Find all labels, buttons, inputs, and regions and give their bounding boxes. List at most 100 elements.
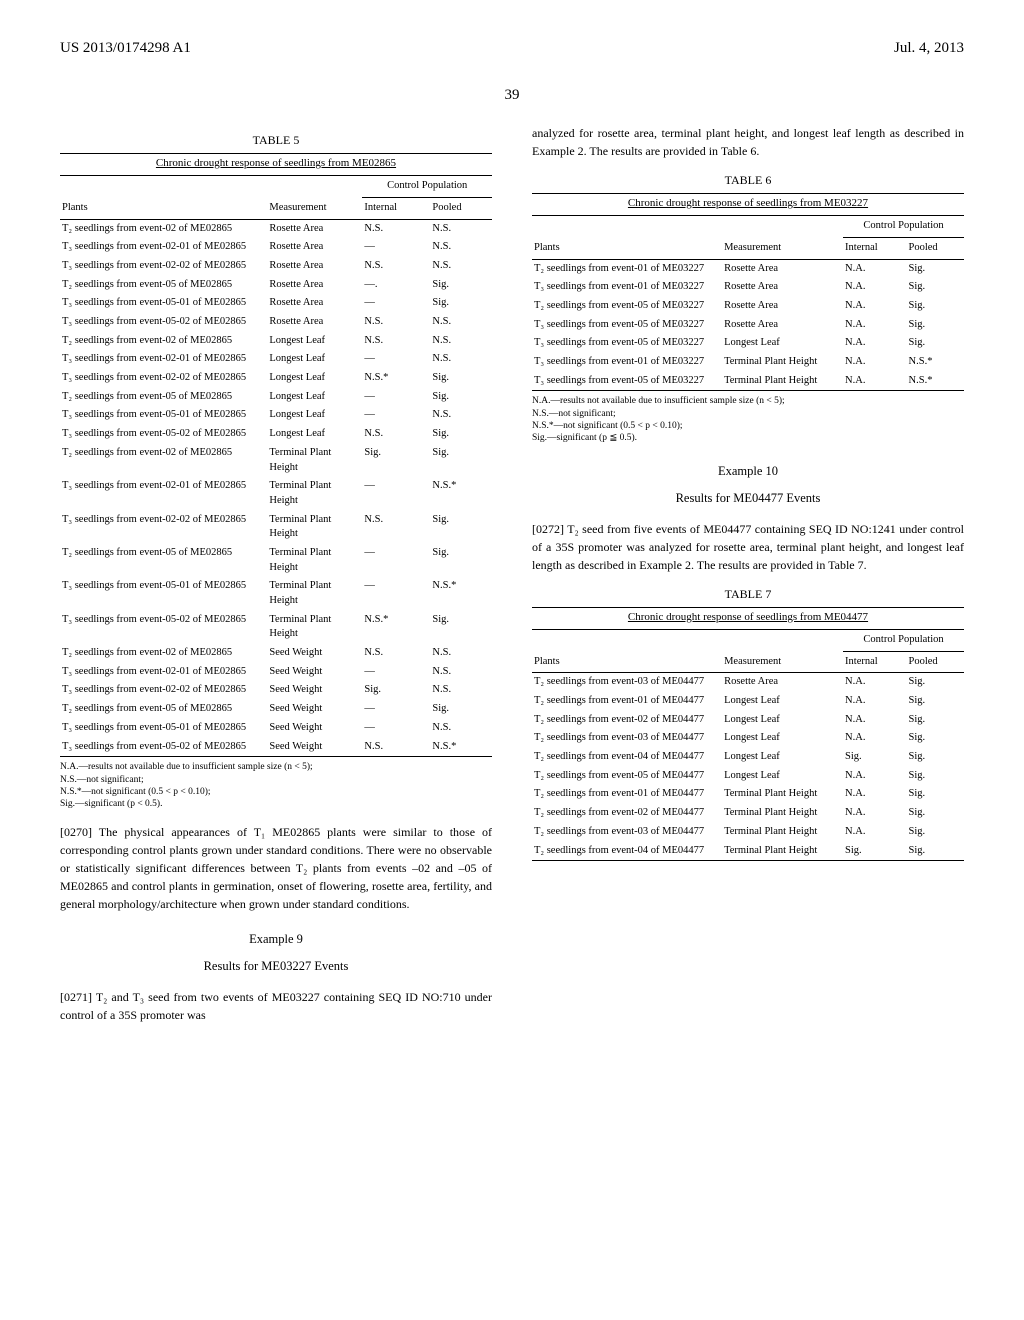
table6-caption: Chronic drought response of seedlings fr…: [532, 196, 964, 211]
table-row: T₂ seedlings from event-01 of ME04477Ter…: [532, 785, 964, 804]
cell: —: [362, 350, 430, 369]
table-row: T₂ seedlings from event-05 of ME04477Lon…: [532, 767, 964, 786]
cell: Sig.: [907, 297, 964, 316]
cell: Terminal Plant Height: [267, 544, 362, 577]
col-internal: Internal: [843, 237, 906, 259]
cell: N.S.: [430, 332, 492, 351]
table7-body: T₂ seedlings from event-03 of ME04477Ros…: [532, 673, 964, 861]
table-row: T₃ seedlings from event-05 of ME03227Ros…: [532, 316, 964, 335]
table-row: T₂ seedlings from event-03 of ME04477Ter…: [532, 823, 964, 842]
table5: Control Population Plants Measurement In…: [60, 175, 492, 757]
cell: Sig.: [907, 278, 964, 297]
cell: —: [362, 294, 430, 313]
cell: Sig.: [430, 544, 492, 577]
cell: Sig.: [907, 842, 964, 861]
cell: T₂ seedlings from event-04 of ME04477: [532, 842, 722, 861]
cell: Rosette Area: [267, 219, 362, 238]
table-row: T₂ seedlings from event-03 of ME04477Ros…: [532, 673, 964, 692]
col-measurement: Measurement: [267, 197, 362, 219]
fn: Sig.—significant (p ≦ 0.5).: [532, 432, 964, 444]
table-row: T₂ seedlings from event-02 of ME02865See…: [60, 644, 492, 663]
cell: N.A.: [843, 259, 906, 278]
col-measurement: Measurement: [722, 651, 843, 673]
cell: Longest Leaf: [267, 406, 362, 425]
cell: N.A.: [843, 278, 906, 297]
table6-group-header: Control Population: [843, 216, 964, 238]
cell: N.S.: [430, 681, 492, 700]
page: US 2013/0174298 A1 Jul. 4, 2013 39 TABLE…: [0, 0, 1024, 1096]
table5-head: Control Population Plants Measurement In…: [60, 176, 492, 219]
table-row: T₂ seedlings from event-04 of ME04477Ter…: [532, 842, 964, 861]
cell: Rosette Area: [722, 673, 843, 692]
table-row: T₂ seedlings from event-03 of ME04477Lon…: [532, 729, 964, 748]
cell: T₃ seedlings from event-05-01 of ME02865: [60, 294, 267, 313]
cell: N.A.: [843, 372, 906, 391]
cell: N.A.: [843, 785, 906, 804]
cell: N.A.: [843, 316, 906, 335]
pub-date: Jul. 4, 2013: [894, 40, 964, 57]
fn: Sig.—significant (p < 0.5).: [60, 798, 492, 810]
cell: T₃ seedlings from event-05 of ME03227: [532, 316, 722, 335]
table-row: T₂ seedlings from event-02 of ME04477Lon…: [532, 711, 964, 730]
cell: T₃ seedlings from event-05-01 of ME02865: [60, 577, 267, 610]
para-num: [0270]: [60, 825, 92, 839]
cell: Rosette Area: [722, 259, 843, 278]
cell: T₂ seedlings from event-03 of ME04477: [532, 673, 722, 692]
table-row: T₃ seedlings from event-05-02 of ME02865…: [60, 313, 492, 332]
cell: Longest Leaf: [722, 767, 843, 786]
cell: —: [362, 477, 430, 510]
cell: Rosette Area: [722, 278, 843, 297]
col-pooled: Pooled: [907, 237, 964, 259]
cell: Rosette Area: [722, 316, 843, 335]
cell: T₂ seedlings from event-03 of ME04477: [532, 729, 722, 748]
cell: Longest Leaf: [722, 334, 843, 353]
table-row: T₃ seedlings from event-05-02 of ME02865…: [60, 611, 492, 644]
table-row: T₂ seedlings from event-01 of ME03227Ros…: [532, 259, 964, 278]
cell: T₃ seedlings from event-05 of ME03227: [532, 372, 722, 391]
cell: T₃ seedlings from event-05 of ME03227: [532, 334, 722, 353]
cell: Terminal Plant Height: [722, 372, 843, 391]
cell: N.S.*: [430, 477, 492, 510]
patent-id: US 2013/0174298 A1: [60, 40, 191, 57]
cell: N.A.: [843, 767, 906, 786]
cell: Sig.: [907, 711, 964, 730]
cell: Seed Weight: [267, 738, 362, 757]
cell: T₂ seedlings from event-05 of ME02865: [60, 700, 267, 719]
cell: —: [362, 406, 430, 425]
cell: Sig.: [907, 259, 964, 278]
header: US 2013/0174298 A1 Jul. 4, 2013: [60, 40, 964, 57]
cell: Sig.: [907, 748, 964, 767]
para-0271: [0271] T₂ and T₃ seed from two events of…: [60, 988, 492, 1024]
cell: Longest Leaf: [722, 729, 843, 748]
cell: T₂ seedlings from event-05 of ME02865: [60, 276, 267, 295]
table-row: T₃ seedlings from event-02-02 of ME02865…: [60, 369, 492, 388]
cell: T₂ seedlings from event-05 of ME02865: [60, 388, 267, 407]
cell: N.S.: [362, 738, 430, 757]
table-row: T₂ seedlings from event-05 of ME02865See…: [60, 700, 492, 719]
cell: Sig.: [907, 334, 964, 353]
cell: N.A.: [843, 692, 906, 711]
table-row: T₂ seedlings from event-05 of ME02865Lon…: [60, 388, 492, 407]
cell: T₃ seedlings from event-02-02 of ME02865: [60, 511, 267, 544]
cell: Rosette Area: [267, 294, 362, 313]
cell: N.S.*: [907, 353, 964, 372]
example9-title: Example 9: [60, 931, 492, 949]
cell: T₂ seedlings from event-01 of ME04477: [532, 785, 722, 804]
cell: T₃ seedlings from event-05-01 of ME02865: [60, 719, 267, 738]
cell: N.S.*: [907, 372, 964, 391]
cell: T₃ seedlings from event-02-01 of ME02865: [60, 663, 267, 682]
table-row: T₂ seedlings from event-02 of ME02865Ter…: [60, 444, 492, 477]
table6-footnotes: N.A.—results not available due to insuff…: [532, 395, 964, 444]
table-row: T₃ seedlings from event-01 of ME03227Ter…: [532, 353, 964, 372]
cell: Seed Weight: [267, 663, 362, 682]
cell: N.S.: [430, 719, 492, 738]
cell: Seed Weight: [267, 700, 362, 719]
cell: N.S.: [362, 511, 430, 544]
table-row: T₃ seedlings from event-05 of ME03227Lon…: [532, 334, 964, 353]
table-row: T₃ seedlings from event-02-01 of ME02865…: [60, 350, 492, 369]
cell: Terminal Plant Height: [722, 842, 843, 861]
cell: Terminal Plant Height: [722, 823, 843, 842]
cell: Rosette Area: [267, 238, 362, 257]
cell: T₃ seedlings from event-05-01 of ME02865: [60, 406, 267, 425]
table-row: T₂ seedlings from event-02 of ME04477Ter…: [532, 804, 964, 823]
